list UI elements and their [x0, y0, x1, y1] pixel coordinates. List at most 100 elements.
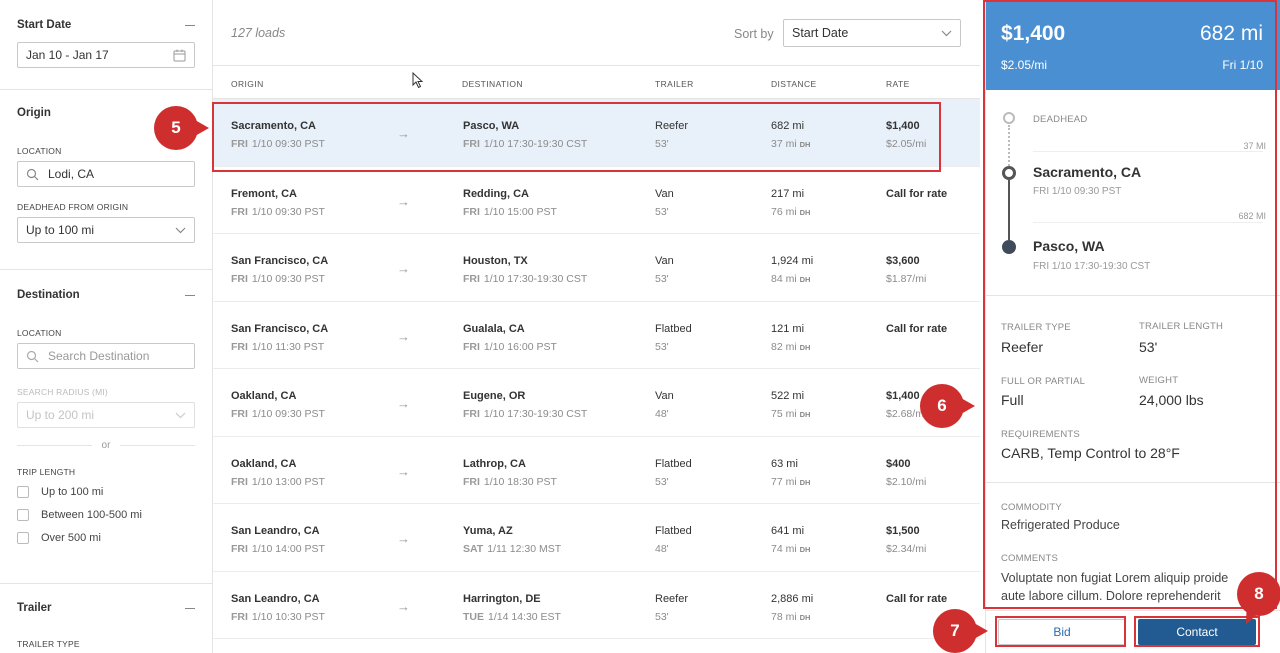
destination-search-input[interactable]: Search Destination	[17, 343, 195, 369]
table-row[interactable]: Sacramento, CA FRI 1/10 09:30 PST → Pasco, W…	[213, 99, 980, 167]
row-origin-time: FRI 1/10 13:00 PST	[231, 475, 325, 488]
arrow-right-icon: →	[397, 126, 410, 141]
arrow-right-icon: →	[397, 193, 410, 209]
row-trailer-length: 53'	[655, 205, 669, 218]
row-trailer-length: 48'	[655, 543, 669, 555]
trip-option-1[interactable]: Up to 100 mi	[17, 480, 195, 503]
collapse-icon[interactable]	[185, 607, 195, 609]
col-destination[interactable]: DESTINATION	[462, 79, 523, 89]
row-destination-time: TUE 1/14 14:30 EST	[463, 610, 561, 623]
row-origin: San Leandro, CA	[231, 525, 320, 537]
sort-label: Sort by	[734, 27, 774, 41]
row-distance: 2,886 mi	[771, 592, 814, 605]
row-trailer: Van	[655, 187, 674, 200]
origin-location-input[interactable]: Lodi, CA	[17, 161, 195, 187]
detail-header: $1,400 682 mi $2.05/mi Fri 1/10	[986, 0, 1280, 90]
load-count: 127 loads	[231, 25, 286, 40]
row-trailer: Van	[655, 255, 674, 267]
table-row[interactable]: Fremont, CA FRI 1/10 09:30 PST → Redding, CA…	[213, 167, 980, 234]
table-row[interactable]: Oakland, CA FRI 1/10 13:00 PST → Lathrop, CA…	[213, 437, 980, 504]
table-row[interactable]: San Francisco, CA FRI 1/10 09:30 PST → Houst…	[213, 234, 980, 302]
origin-title: Origin	[17, 107, 51, 119]
row-trailer: Flatbed	[655, 457, 692, 470]
row-destination-time: FRI 1/10 17:30-19:30 CST	[463, 138, 588, 150]
origin-section: Origin LOCATION Lodi, CA DEADHEAD FROM O…	[0, 104, 212, 243]
callout-8: 8	[1237, 572, 1280, 627]
row-origin-time: FRI 1/10 14:00 PST	[231, 543, 325, 555]
row-deadhead: 74 mi DH	[771, 543, 811, 555]
start-date-input[interactable]: Jan 10 - Jan 17	[17, 42, 195, 68]
row-destination-time: FRI 1/10 18:30 PST	[463, 475, 557, 488]
row-origin-time: FRI 1/10 10:30 PST	[231, 610, 325, 623]
table-row[interactable]: Oakland, CA FRI 1/10 09:30 PST → Eugene, OR F…	[213, 369, 980, 437]
arrow-right-icon: →	[397, 328, 410, 344]
destination-title: Destination	[17, 289, 80, 301]
row-destination-time: FRI 1/10 15:00 PST	[463, 205, 557, 218]
row-trailer-length: 53'	[655, 273, 669, 285]
row-destination: Harrington, DE	[463, 592, 541, 605]
row-distance: 641 mi	[771, 525, 805, 537]
row-rate-per-mile: $1.87/mi	[886, 273, 927, 285]
row-destination: Gualala, CA	[463, 322, 525, 335]
search-icon	[26, 168, 39, 180]
callout-5: 5	[154, 106, 209, 150]
row-distance: 682 mi	[771, 120, 805, 132]
row-destination-time: SAT 1/11 12:30 MST	[463, 543, 562, 555]
comments-text: Voluptate non fugiat Lorem aliquip proid…	[1001, 571, 1229, 603]
deadhead-distance: 37 MI	[1243, 141, 1266, 151]
calendar-icon	[173, 49, 186, 61]
row-rate: Call for rate	[886, 592, 948, 605]
trip-length-label: TRIP LENGTH	[17, 467, 76, 477]
table-row[interactable]: San Leandro, CA FRI 1/10 14:00 PST → Yuma, A…	[213, 504, 980, 572]
row-deadhead: 37 mi DH	[771, 138, 811, 150]
col-rate[interactable]: RATE	[886, 79, 910, 89]
arrow-right-icon: →	[397, 463, 410, 479]
row-trailer-length: 48'	[655, 408, 669, 420]
route-origin-time: FRI 1/10 09:30 PST	[1033, 186, 1122, 197]
row-rate-per-mile: $2.34/mi	[886, 543, 927, 555]
row-origin: San Francisco, CA	[231, 322, 329, 335]
callout-7: 7	[933, 609, 988, 653]
row-trailer: Reefer	[655, 120, 689, 132]
search-radius-label: SEARCH RADIUS (MI)	[17, 387, 108, 397]
table-row[interactable]: San Leandro, CA FRI 1/10 10:30 PST → Harring…	[213, 572, 980, 639]
row-deadhead: 75 mi DH	[771, 408, 811, 420]
sort-select[interactable]: Start Date	[783, 19, 961, 47]
row-rate: $1,500	[886, 525, 920, 537]
contact-button[interactable]: Contact	[1138, 619, 1256, 645]
trip-option-2[interactable]: Between 100-500 mi	[17, 503, 195, 526]
load-detail-panel: $1,400 682 mi $2.05/mi Fri 1/10 DEADHEAD…	[985, 0, 1280, 653]
row-trailer-length: 53'	[655, 475, 669, 488]
search-icon	[26, 350, 39, 362]
collapse-icon[interactable]	[185, 294, 195, 296]
row-rate: $1,400	[886, 390, 920, 402]
deadhead-select[interactable]: Up to 100 mi	[17, 217, 195, 243]
row-origin: San Leandro, CA	[231, 592, 320, 605]
load-list: 127 loads Sort by Start Date ORIGIN DEST…	[213, 0, 980, 653]
destination-section: Destination LOCATION Search Destination …	[0, 286, 212, 549]
table-row[interactable]: San Francisco, CA FRI 1/10 11:30 PST → Guala…	[213, 302, 980, 369]
row-origin: San Francisco, CA	[231, 255, 329, 267]
checkbox[interactable]	[17, 508, 29, 521]
col-origin[interactable]: ORIGIN	[231, 79, 264, 89]
arrow-right-icon: →	[397, 531, 410, 546]
row-trailer-length: 53'	[655, 610, 669, 623]
col-distance[interactable]: DISTANCE	[771, 79, 817, 89]
deadhead-label: DEADHEAD	[1033, 114, 1088, 125]
comments-label: COMMENTS	[1001, 553, 1059, 564]
col-trailer[interactable]: TRAILER	[655, 79, 694, 89]
collapse-icon[interactable]	[185, 24, 195, 26]
bid-button[interactable]: Bid	[998, 619, 1126, 645]
trip-option-3[interactable]: Over 500 mi	[17, 526, 195, 549]
row-distance: 1,924 mi	[771, 255, 814, 267]
trailer-length-value: 53'	[1139, 339, 1158, 355]
arrow-right-icon: →	[397, 261, 410, 276]
checkbox[interactable]	[17, 531, 29, 544]
row-distance: 121 mi	[771, 322, 805, 335]
row-destination-time: FRI 1/10 16:00 PST	[463, 340, 557, 353]
row-origin: Oakland, CA	[231, 390, 297, 402]
row-destination: Yuma, AZ	[463, 525, 513, 537]
mouse-cursor-icon	[412, 72, 424, 89]
checkbox[interactable]	[17, 485, 29, 498]
route-destination-time: FRI 1/10 17:30-19:30 CST	[1033, 261, 1151, 272]
